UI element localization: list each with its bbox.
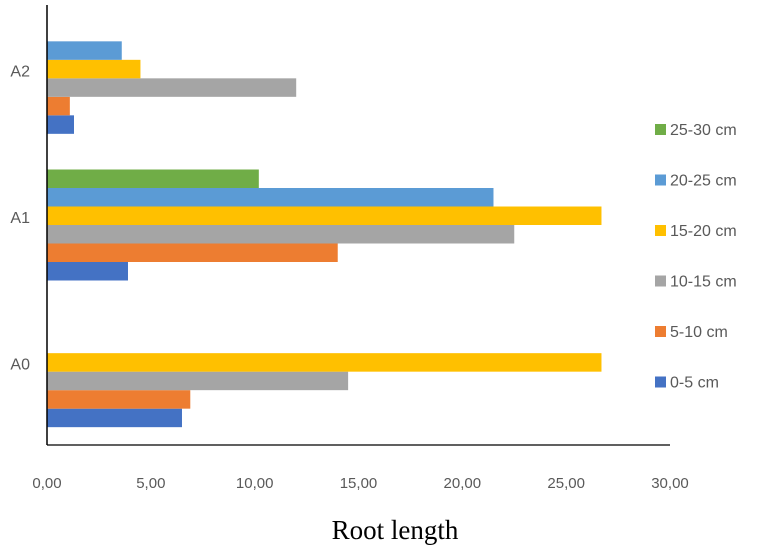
bar-a0-5-10cm xyxy=(47,390,191,409)
bar-a2-20-25cm xyxy=(47,41,122,60)
category-label-a2: A2 xyxy=(10,63,30,80)
bar-a2-0-5cm xyxy=(47,115,74,134)
bar-a0-10-15cm xyxy=(47,371,349,391)
bar-a1-15-20cm xyxy=(47,206,602,225)
legend-swatch xyxy=(655,174,666,186)
legend-label: 25-30 cm xyxy=(670,122,737,139)
bar-a0-15-20cm xyxy=(47,353,602,372)
legend-label: 15-20 cm xyxy=(670,223,737,240)
bar-a1-25-30cm xyxy=(47,169,259,188)
x-tick-label: 20,00 xyxy=(444,475,482,492)
bar-a1-5-10cm xyxy=(47,243,338,262)
x-tick-label: 0,00 xyxy=(32,475,61,492)
x-axis-title: Root length xyxy=(332,515,459,545)
bar-a1-20-25cm xyxy=(47,188,494,207)
bars-layer xyxy=(47,41,602,428)
x-tick-labels: 0,00 5,00 10,00 15,00 20,00 25,00 30,00 xyxy=(32,475,688,492)
legend-label: 20-25 cm xyxy=(670,173,737,190)
x-tick-label: 25,00 xyxy=(547,475,585,492)
x-tick-label: 10,00 xyxy=(236,475,274,492)
x-tick-label: 30,00 xyxy=(651,475,689,492)
legend-swatch xyxy=(655,225,666,236)
bar-a0-0-5cm xyxy=(47,408,182,428)
bar-a2-10-15cm xyxy=(47,78,297,97)
legend: 25-30 cm 20-25 cm 15-20 cm 10-15 cm 5-10 cm 0… xyxy=(655,122,737,392)
legend-label: 5-10 cm xyxy=(670,324,728,341)
x-tick-label: 5,00 xyxy=(136,475,165,492)
x-tick-label: 15,00 xyxy=(340,475,378,492)
category-label-a0: A0 xyxy=(10,357,30,374)
legend-swatch xyxy=(655,124,666,135)
bar-a1-10-15cm xyxy=(47,225,515,244)
bar-a2-5-10cm xyxy=(47,96,70,116)
bar-a2-15-20cm xyxy=(47,59,141,79)
category-label-a1: A1 xyxy=(10,210,30,227)
legend-swatch xyxy=(655,275,666,287)
legend-label: 0-5 cm xyxy=(670,375,719,392)
category-labels: A0 A1 A2 xyxy=(10,63,30,373)
bar-a1-0-5cm xyxy=(47,262,128,281)
legend-label: 10-15 cm xyxy=(670,274,737,291)
legend-swatch xyxy=(655,326,666,337)
legend-swatch xyxy=(655,376,666,388)
